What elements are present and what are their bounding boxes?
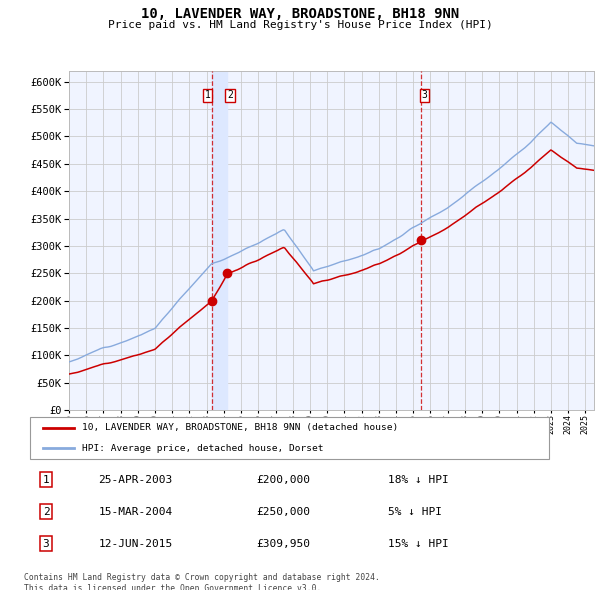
Text: 2: 2 (43, 507, 49, 517)
Text: 5% ↓ HPI: 5% ↓ HPI (388, 507, 442, 517)
Bar (212, 71, 227, 410)
Text: 10, LAVENDER WAY, BROADSTONE, BH18 9NN (detached house): 10, LAVENDER WAY, BROADSTONE, BH18 9NN (… (82, 424, 398, 432)
Text: 3: 3 (422, 90, 428, 100)
Text: 25-APR-2003: 25-APR-2003 (98, 475, 173, 485)
Text: 15% ↓ HPI: 15% ↓ HPI (388, 539, 449, 549)
Text: 10, LAVENDER WAY, BROADSTONE, BH18 9NN: 10, LAVENDER WAY, BROADSTONE, BH18 9NN (141, 7, 459, 21)
Text: 3: 3 (43, 539, 49, 549)
Text: Contains HM Land Registry data © Crown copyright and database right 2024.
This d: Contains HM Land Registry data © Crown c… (24, 573, 380, 590)
Text: 1: 1 (205, 90, 211, 100)
FancyBboxPatch shape (30, 417, 550, 459)
Text: 12-JUN-2015: 12-JUN-2015 (98, 539, 173, 549)
Text: 2: 2 (227, 90, 233, 100)
Text: £200,000: £200,000 (256, 475, 310, 485)
Text: 18% ↓ HPI: 18% ↓ HPI (388, 475, 449, 485)
Text: 1: 1 (43, 475, 49, 485)
Text: £309,950: £309,950 (256, 539, 310, 549)
Text: 15-MAR-2004: 15-MAR-2004 (98, 507, 173, 517)
Text: Price paid vs. HM Land Registry's House Price Index (HPI): Price paid vs. HM Land Registry's House … (107, 20, 493, 30)
Text: HPI: Average price, detached house, Dorset: HPI: Average price, detached house, Dors… (82, 444, 324, 453)
Text: £250,000: £250,000 (256, 507, 310, 517)
